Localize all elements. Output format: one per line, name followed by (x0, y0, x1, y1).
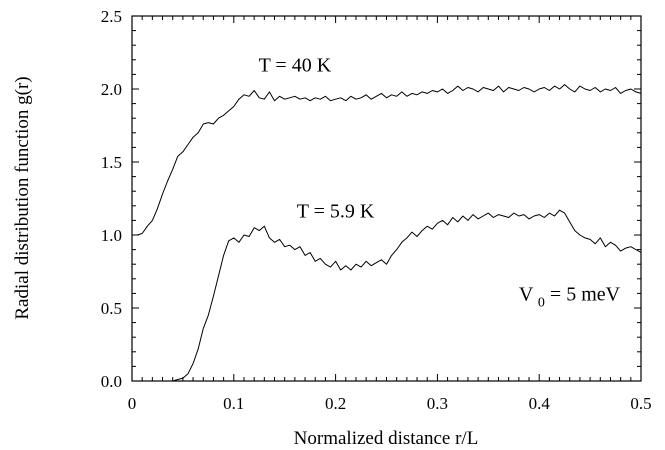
potential-subscript: 0 (538, 296, 545, 311)
x-tick-label: 0 (128, 394, 137, 413)
potential-prefix: V (519, 284, 534, 306)
plot-frame (131, 15, 642, 382)
series-layer (136, 84, 642, 382)
x-tick-label: 0.1 (223, 394, 244, 413)
x-tick-label: 0.3 (427, 394, 448, 413)
axis-ticks (131, 15, 642, 382)
series-line-1 (172, 209, 642, 382)
y-tick-label: 2.5 (101, 7, 122, 26)
x-tick-label: 0.4 (529, 394, 551, 413)
series-line-0 (136, 84, 642, 236)
axis-tick-labels: 0 0.1 0.2 0.3 0.4 0.5 0.0 0.5 1.0 1.5 2.0 2.5 (101, 7, 652, 413)
y-tick-label: 2.0 (101, 80, 122, 99)
annotation-t59: T = 5.9 K (297, 200, 375, 222)
y-tick-label: 0.0 (101, 372, 122, 391)
potential-label: V 0 = 5 meV (519, 284, 621, 312)
annotation-t40: T = 40 K (259, 54, 332, 76)
y-tick-label: 1.5 (101, 153, 122, 172)
x-axis-title: Normalized distance r/L (294, 428, 479, 449)
x-tick-label: 0.2 (325, 394, 346, 413)
potential-suffix: = 5 meV (550, 284, 621, 306)
y-tick-label: 1.0 (101, 226, 122, 245)
y-axis-title: Radial distribution function g(r) (12, 76, 33, 319)
y-tick-label: 0.5 (101, 299, 122, 318)
x-tick-label: 0.5 (630, 394, 651, 413)
